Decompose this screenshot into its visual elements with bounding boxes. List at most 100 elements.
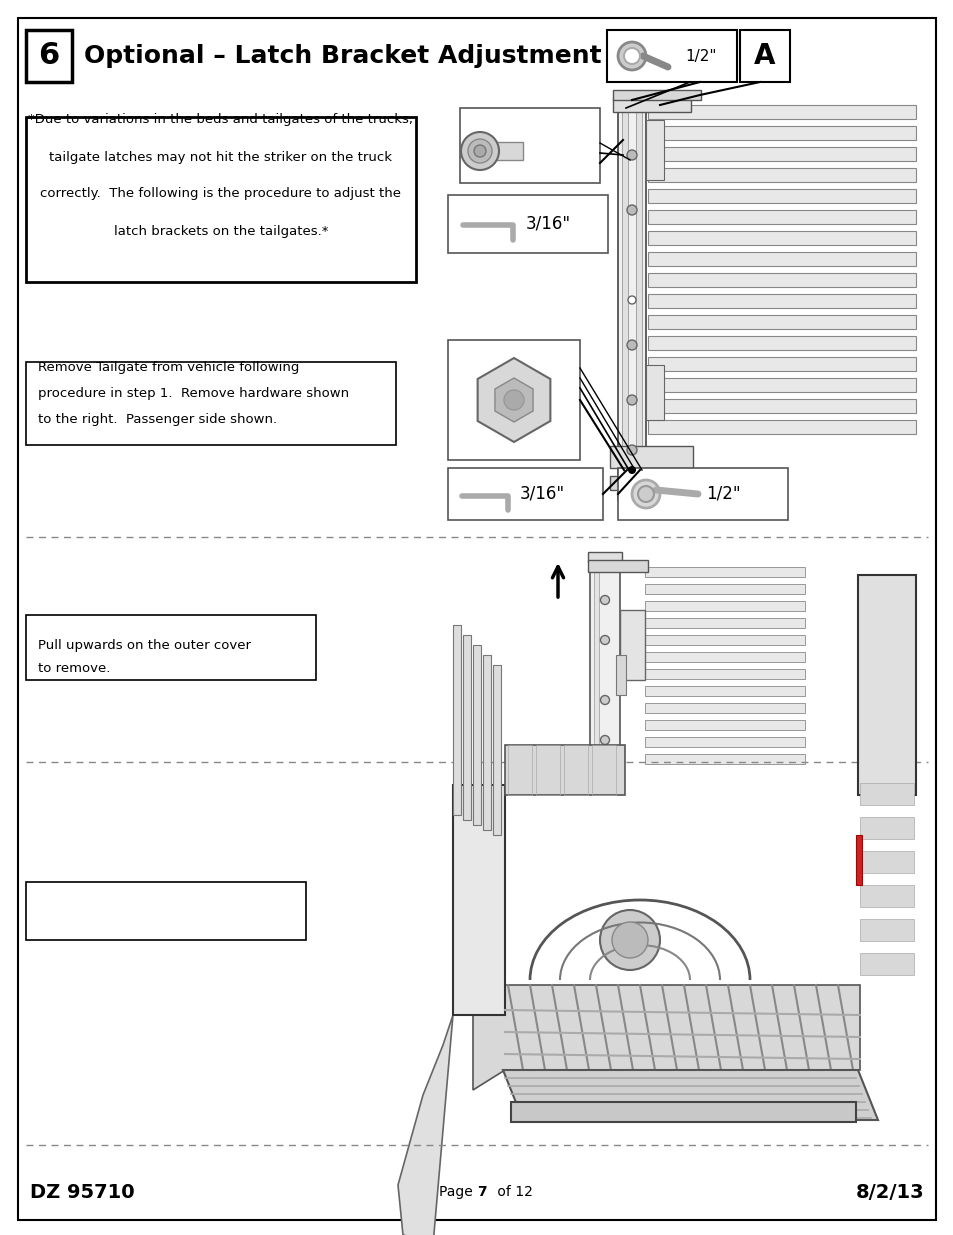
Bar [644,755,804,764]
Bar [26,30,71,82]
Circle shape [627,296,636,304]
Bar [594,559,598,760]
Text: 1/2": 1/2" [684,48,716,63]
Bar [647,294,915,308]
Polygon shape [495,378,533,422]
Bar [448,340,579,459]
Circle shape [626,149,637,161]
Text: Install tailgate back onto truck: Install tailgate back onto truck [38,898,242,910]
Circle shape [474,144,485,157]
Text: 3/16": 3/16" [519,484,564,501]
Bar [859,885,913,906]
Text: of 12: of 12 [493,1186,533,1199]
Bar [644,652,804,662]
Bar [448,468,602,520]
Bar [26,615,315,680]
Bar [644,584,804,594]
Text: 8/2/13: 8/2/13 [855,1182,923,1202]
Circle shape [503,390,523,410]
Bar [563,745,587,795]
Text: *Due to variations in the beds and tailgates of the trucks,: *Due to variations in the beds and tailg… [29,114,413,126]
Bar [462,635,471,820]
Text: 1/2": 1/2" [705,484,740,501]
Bar [592,745,616,795]
Bar [536,745,559,795]
Bar [619,610,644,680]
Text: Remove Tailgate from vehicle following: Remove Tailgate from vehicle following [38,361,299,373]
Bar [859,851,913,873]
Bar [645,120,663,180]
Circle shape [626,395,637,405]
Bar [859,783,913,805]
Bar [644,669,804,679]
Bar [587,559,647,572]
Text: 7: 7 [476,1186,486,1199]
Bar [621,100,627,500]
Circle shape [631,480,659,508]
Bar [647,273,915,287]
Bar [589,559,619,760]
Bar [647,315,915,329]
Bar [647,231,915,245]
Text: correctly.  The following is the procedure to adjust the: correctly. The following is the procedur… [40,188,401,200]
Circle shape [626,340,637,350]
Bar [504,745,624,795]
Text: latch brackets on the tailgates.*: latch brackets on the tailgates.* [113,225,328,237]
Text: Pull upwards on the outer cover: Pull upwards on the outer cover [38,640,251,652]
Bar [644,601,804,611]
Bar [636,100,641,500]
Polygon shape [502,1070,877,1120]
Bar [647,168,915,182]
Circle shape [599,736,609,745]
Circle shape [612,923,647,958]
Bar [618,468,787,520]
Bar [645,366,663,420]
Polygon shape [477,358,550,442]
Bar [26,882,306,940]
Polygon shape [473,986,859,1091]
Polygon shape [397,1015,453,1235]
Bar [647,336,915,350]
Bar [609,446,692,468]
Bar [644,618,804,629]
Bar [26,362,395,445]
Bar [647,252,915,266]
Bar [448,195,607,253]
Bar [459,107,599,183]
Bar [859,919,913,941]
Bar [606,30,737,82]
Bar [453,625,460,815]
Bar [644,635,804,645]
Bar [859,818,913,839]
Bar [647,357,915,370]
Text: procedure in step 1.  Remove hardware shown: procedure in step 1. Remove hardware sho… [38,387,349,399]
Bar [740,30,789,82]
Bar [647,210,915,224]
Circle shape [623,48,639,64]
Text: DZ 95710: DZ 95710 [30,1182,134,1202]
Bar [26,117,416,282]
Bar [644,685,804,697]
Bar [859,953,913,974]
Bar [857,576,915,795]
Bar [644,720,804,730]
Text: A: A [754,42,775,70]
Bar [644,567,804,577]
Circle shape [468,140,492,163]
Circle shape [599,636,609,645]
Bar [644,737,804,747]
Circle shape [618,42,645,70]
Text: Page: Page [438,1186,476,1199]
Circle shape [599,595,609,604]
Bar [647,105,915,119]
Bar [613,98,690,112]
Bar [587,552,621,562]
Bar [647,420,915,433]
Circle shape [626,445,637,454]
Bar [616,655,625,695]
Text: Optional – Latch Bracket Adjustment: Optional – Latch Bracket Adjustment [84,44,601,68]
Bar [618,100,645,500]
Text: to remove.: to remove. [38,662,111,674]
Circle shape [599,910,659,969]
Text: tailgate latches may not hit the striker on the truck: tailgate latches may not hit the striker… [50,151,392,163]
